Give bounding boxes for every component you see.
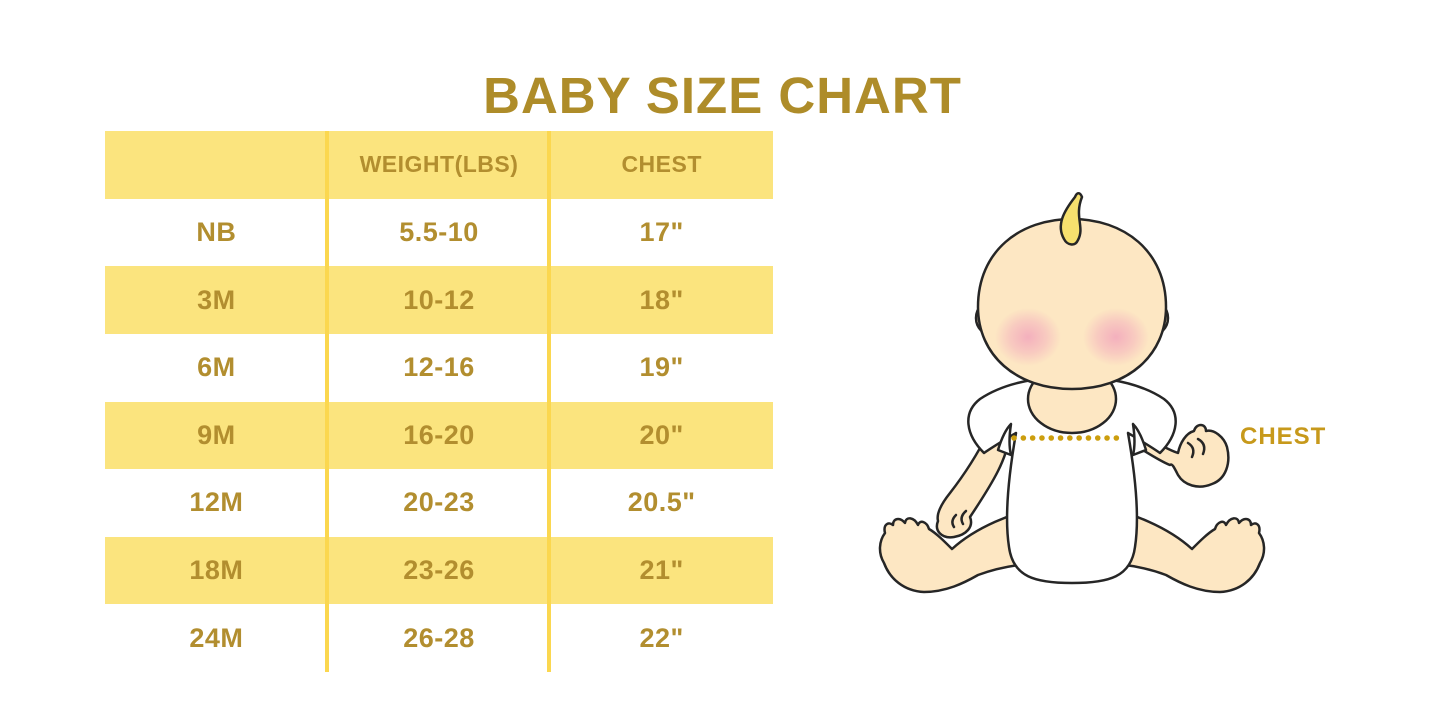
cell-chest: 20.5" <box>627 487 696 518</box>
cell-size: 24M <box>189 622 244 653</box>
cell-chest: 18" <box>639 284 684 315</box>
cell-size: 6M <box>197 352 236 383</box>
cell-weight: 26-28 <box>403 622 475 653</box>
baby-shirt-armpit-notch-right <box>1131 422 1148 457</box>
baby-right-cheek <box>1083 308 1149 366</box>
cell-chest: 19" <box>639 352 684 383</box>
baby-left-cheek <box>995 308 1061 366</box>
cell-size: 18M <box>189 555 244 586</box>
baby-left-hand-fingers <box>951 509 968 529</box>
cell-weight: 20-23 <box>403 487 475 518</box>
size-table: WEIGHT(LBS) CHEST NB 5.5-10 17" 3M 10-12… <box>105 131 773 672</box>
cell-size: 9M <box>197 419 236 450</box>
table-row-18m: 18M 23-26 21" <box>105 536 773 605</box>
table-column-divider <box>547 131 551 672</box>
baby-hair-curl <box>1059 192 1084 246</box>
table-row-24m: 24M 26-28 22" <box>105 604 773 672</box>
cell-size: 3M <box>197 284 236 315</box>
chest-measurement-label: CHEST <box>1240 423 1327 450</box>
baby-right-arm <box>1134 423 1230 488</box>
cell-size: NB <box>196 216 237 247</box>
header-cell-chest: CHEST <box>621 151 702 178</box>
baby-illustration <box>878 192 1266 594</box>
cell-chest: 20" <box>639 419 684 450</box>
table-row-nb: NB 5.5-10 17" <box>105 198 773 267</box>
table-row-6m: 6M 12-16 19" <box>105 333 773 402</box>
page-title: BABY SIZE CHART <box>483 67 962 125</box>
table-row-12m: 12M 20-23 20.5" <box>105 469 773 537</box>
cell-weight: 23-26 <box>403 555 475 586</box>
cell-size: 12M <box>189 487 244 518</box>
cell-chest: 22" <box>639 622 684 653</box>
cell-weight: 10-12 <box>403 284 475 315</box>
header-cell-size <box>105 131 328 199</box>
cell-chest: 17" <box>639 216 684 247</box>
table-row-3m: 3M 10-12 18" <box>105 266 773 334</box>
header-cell-weight: WEIGHT(LBS) <box>359 151 519 178</box>
baby-left-arm <box>935 431 1011 539</box>
table-column-divider <box>325 131 329 672</box>
cell-weight: 5.5-10 <box>399 216 479 247</box>
baby-shirt-armpit-notch-left <box>996 422 1013 457</box>
cell-weight: 16-20 <box>403 419 475 450</box>
table-header-row: WEIGHT(LBS) CHEST <box>105 131 773 199</box>
table-row-9m: 9M 16-20 20" <box>105 401 773 470</box>
cell-weight: 12-16 <box>403 352 475 383</box>
cell-chest: 21" <box>639 555 684 586</box>
baby-fist-fingers <box>1186 437 1206 459</box>
